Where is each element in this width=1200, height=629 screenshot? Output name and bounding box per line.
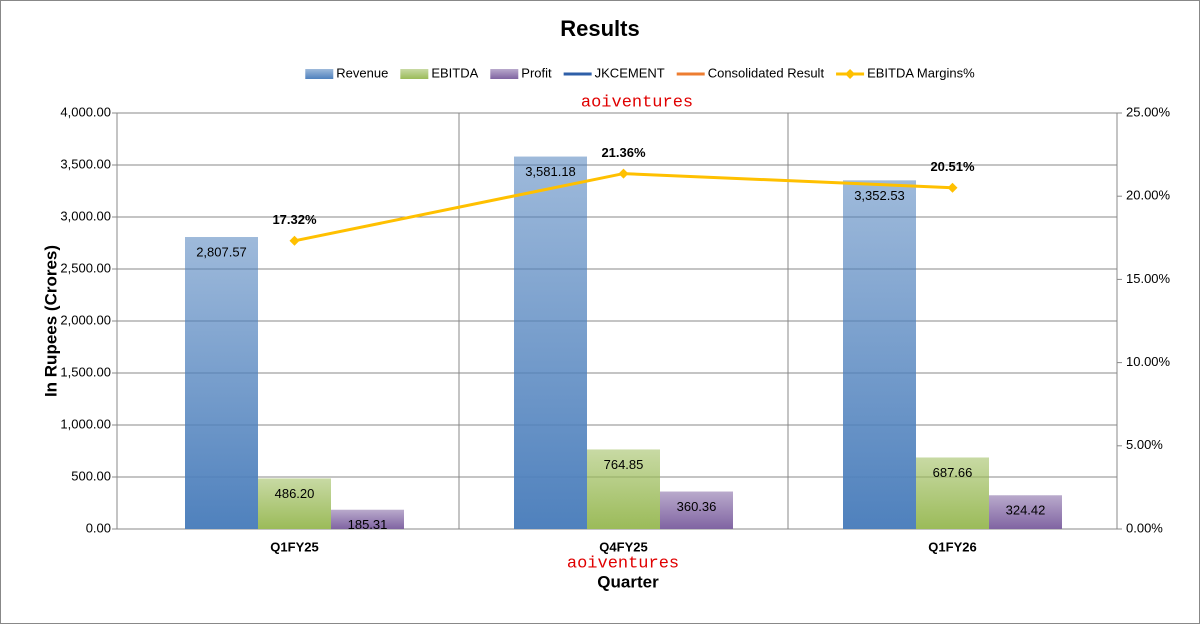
legend-item: EBITDA Margins%	[836, 65, 975, 80]
y2-tick-label: 15.00%	[1126, 271, 1171, 286]
bar	[587, 449, 660, 529]
y-axis-label: In Rupees (Crores)	[41, 245, 60, 397]
data-label: 486.20	[275, 486, 315, 501]
bar	[514, 156, 587, 529]
y-tick-label: 1,500.00	[60, 364, 111, 379]
y-tick-label: 3,500.00	[60, 156, 111, 171]
bar	[843, 180, 916, 529]
legend-swatch	[490, 69, 519, 79]
data-label: 2,807.57	[196, 244, 247, 259]
bar	[989, 495, 1062, 529]
marker	[947, 182, 958, 193]
y-tick-label: 1,000.00	[60, 416, 111, 431]
y2-tick-label: 0.00%	[1126, 520, 1163, 535]
legend-swatch	[400, 69, 429, 79]
marker	[289, 235, 300, 246]
y2-tick-label: 25.00%	[1126, 104, 1171, 119]
data-label: 324.42	[1006, 503, 1046, 518]
legend-marker	[845, 69, 856, 79]
x-tick-label: Q4FY25	[599, 539, 647, 554]
legend-label: EBITDA	[431, 65, 478, 80]
legend-label: Revenue	[336, 65, 388, 80]
y-tick-label: 500.00	[71, 468, 111, 483]
data-label: 21.36%	[601, 145, 646, 160]
bar	[660, 491, 733, 529]
legend-label: EBITDA Margins%	[867, 65, 975, 80]
legend-label: Consolidated Result	[708, 65, 825, 80]
data-label: 3,581.18	[525, 164, 576, 179]
bar	[916, 457, 989, 529]
legend-swatch	[305, 69, 334, 79]
x-tick-label: Q1FY26	[928, 539, 976, 554]
chart-title: Results	[560, 16, 639, 41]
data-label: 185.31	[348, 517, 388, 532]
legend-item: Revenue	[305, 65, 388, 80]
y2-tick-label: 20.00%	[1126, 188, 1171, 203]
y-tick-label: 4,000.00	[60, 104, 111, 119]
bar	[185, 237, 258, 529]
y2-tick-label: 5.00%	[1126, 437, 1163, 452]
data-label: 20.51%	[930, 159, 975, 174]
data-label: 360.36	[677, 499, 717, 514]
bar	[331, 509, 404, 529]
y-tick-label: 2,500.00	[60, 260, 111, 275]
x-tick-label: Q1FY25	[270, 539, 318, 554]
legend-label: Profit	[521, 65, 552, 80]
marker	[618, 168, 629, 179]
y-tick-label: 2,000.00	[60, 312, 111, 327]
y2-tick-label: 10.00%	[1126, 354, 1171, 369]
watermark: aoiventures	[567, 554, 679, 573]
watermark: aoiventures	[581, 93, 693, 112]
data-label: 3,352.53	[854, 188, 905, 203]
data-label: 764.85	[604, 457, 644, 472]
legend-item: Consolidated Result	[676, 65, 825, 80]
y-tick-label: 0.00	[86, 520, 111, 535]
y-tick-label: 3,000.00	[60, 208, 111, 223]
legend-item: EBITDA	[400, 65, 479, 80]
data-label: 687.66	[933, 465, 973, 480]
legend-item: JKCEMENT	[563, 65, 665, 80]
x-axis-label: Quarter	[597, 572, 659, 591]
legend-label: JKCEMENT	[595, 65, 665, 80]
legend-item: Profit	[490, 65, 552, 80]
data-label: 17.32%	[272, 212, 317, 227]
bar	[258, 478, 331, 529]
